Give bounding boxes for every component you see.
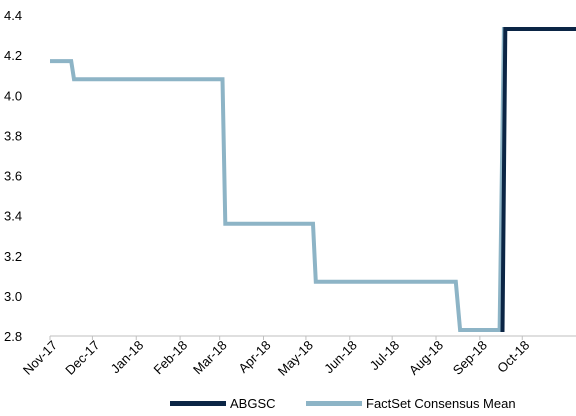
y-tick-label: 3.6 <box>4 169 22 184</box>
x-tick-label: Apr-18 <box>235 338 273 376</box>
y-tick-label: 3.0 <box>4 289 22 304</box>
legend-item-factset: FactSet Consensus Mean <box>306 396 516 411</box>
x-tick-label: Jan-18 <box>108 338 147 377</box>
x-tick-label: Feb-18 <box>150 338 190 378</box>
y-axis-tick-labels: 2.8 3.0 3.2 3.4 3.6 3.8 4.0 4.2 4.4 <box>4 8 22 344</box>
y-tick-label: 4.4 <box>4 8 22 23</box>
legend-swatch-abgsc <box>170 401 226 406</box>
legend-item-abgsc: ABGSC <box>170 396 276 411</box>
y-tick-label: 3.2 <box>4 249 22 264</box>
legend-swatch-factset <box>306 401 362 406</box>
series-line-factset <box>50 27 576 332</box>
x-tick-label: Sep-18 <box>450 338 490 378</box>
x-tick-label: Dec-17 <box>62 338 102 378</box>
x-tick-label: Jul-18 <box>367 338 403 374</box>
legend: ABGSC FactSet Consensus Mean <box>0 392 576 416</box>
x-tick-label: Oct-18 <box>494 338 532 376</box>
y-tick-label: 2.8 <box>4 329 22 344</box>
y-tick-label: 3.4 <box>4 209 22 224</box>
x-tick-label: Aug-18 <box>406 338 446 378</box>
legend-label-factset: FactSet Consensus Mean <box>366 396 516 411</box>
legend-label-abgsc: ABGSC <box>230 396 276 411</box>
y-tick-label: 4.0 <box>4 88 22 103</box>
x-axis-tickmarks <box>49 336 523 340</box>
line-chart: 2.8 3.0 3.2 3.4 3.6 3.8 4.0 4.2 4.4 Nov-17 Dec-17… <box>4 8 576 379</box>
x-tick-label: Mar-18 <box>190 338 230 378</box>
y-tick-label: 3.8 <box>4 128 22 143</box>
x-tick-label: May-18 <box>275 338 316 379</box>
x-axis-tick-labels: Nov-17 Dec-17 Jan-18 Feb-18 Mar-18 Apr-18 May-… <box>20 338 533 379</box>
series-lines <box>50 27 576 333</box>
x-tick-label: Jun-18 <box>321 338 360 377</box>
y-tick-label: 4.2 <box>4 48 22 63</box>
series-line-abgsc <box>500 27 576 333</box>
x-tick-label: Nov-17 <box>20 338 60 378</box>
